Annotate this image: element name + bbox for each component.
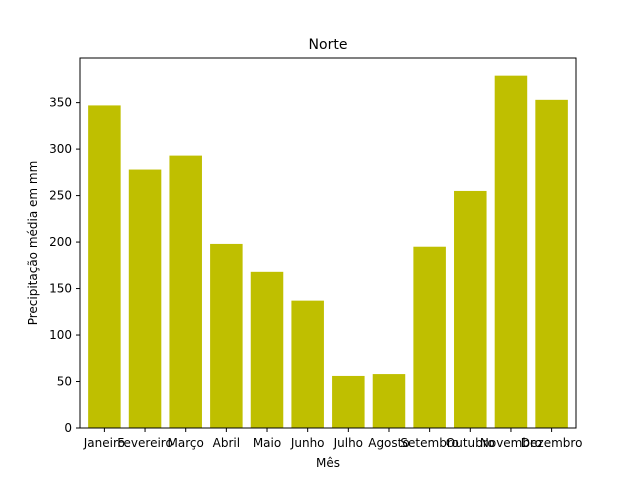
x-tick-label: Agosto	[368, 436, 409, 450]
bar-julho	[332, 375, 365, 428]
x-tick-label: Junho	[290, 436, 325, 450]
bar-outubro	[454, 190, 487, 428]
bar-novembro	[494, 75, 528, 428]
bar-fevereiro	[128, 169, 162, 428]
x-tick-label: Fevereiro	[117, 436, 173, 450]
y-tick-label: 250	[49, 189, 72, 203]
bar-setembro	[413, 246, 446, 428]
plot-background	[80, 58, 576, 428]
x-tick-label: Novembro	[480, 436, 542, 450]
bar-abril	[210, 243, 243, 428]
x-tick-label: Janeiro	[83, 436, 125, 450]
bar-maio	[250, 271, 284, 428]
y-tick-label: 300	[49, 142, 72, 156]
bar-março	[169, 155, 202, 429]
plot-frame	[79, 57, 577, 429]
x-tick-label: Setembro	[400, 436, 458, 450]
x-tick-label: Julho	[333, 436, 363, 450]
bar-dezembro	[535, 99, 568, 428]
x-tick-label: Outubro	[446, 436, 495, 450]
y-tick-label: 100	[49, 328, 72, 342]
x-tick-label: Maio	[253, 436, 281, 450]
bar-janeiro	[88, 105, 121, 428]
y-tick-label: 50	[57, 375, 72, 389]
bars-group	[88, 75, 568, 429]
y-tick-label: 150	[49, 282, 72, 296]
y-axis-ticks: 0 50 100 150 200 250 300 350	[49, 96, 80, 435]
bar-junho	[291, 300, 324, 428]
x-tick-label: Abril	[213, 436, 240, 450]
bar-agosto	[372, 374, 406, 428]
x-tick-label: Março	[168, 436, 204, 450]
x-axis-label: Mês	[316, 456, 340, 470]
y-tick-label: 200	[49, 235, 72, 249]
y-axis-label: Precipitação média em mm	[26, 161, 40, 326]
x-tick-label: Dezembro	[521, 436, 583, 450]
y-tick-label: 350	[49, 96, 72, 110]
chart-title: Norte	[309, 37, 348, 53]
y-tick-label: 0	[64, 421, 72, 435]
